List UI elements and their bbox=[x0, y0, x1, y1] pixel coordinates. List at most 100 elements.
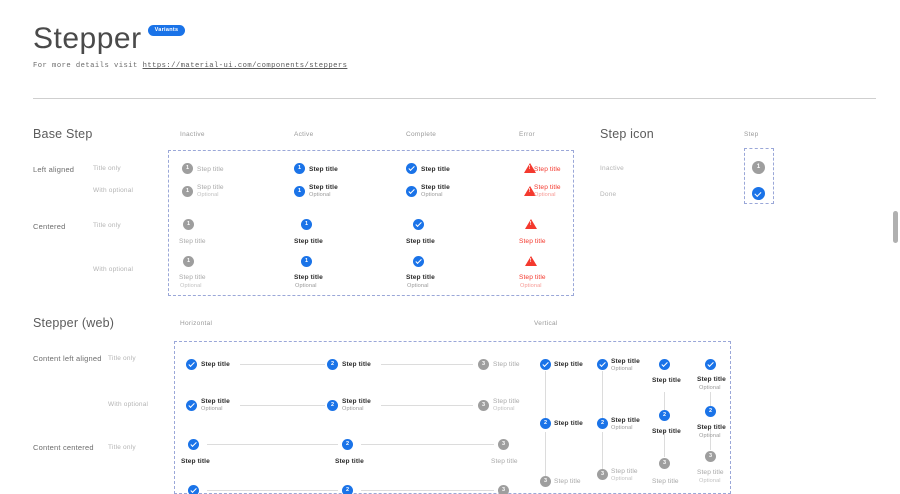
step-icon-done[interactable] bbox=[659, 359, 670, 370]
step-icon-active[interactable]: 1 bbox=[301, 219, 312, 230]
step-icon-inactive[interactable]: 3 bbox=[659, 458, 670, 469]
step-title: Step title bbox=[309, 184, 338, 191]
step-icon-error[interactable] bbox=[524, 163, 536, 173]
step-title: Step title bbox=[294, 274, 323, 281]
step-icon-active[interactable]: 2 bbox=[327, 359, 338, 370]
step-connector bbox=[361, 444, 494, 445]
step-icon-done[interactable] bbox=[540, 359, 551, 370]
step-icon-error[interactable] bbox=[524, 186, 536, 196]
variants-badge: Variants bbox=[147, 25, 186, 36]
step-optional: Optional bbox=[295, 283, 317, 289]
docs-link[interactable]: https://material-ui.com/components/stepp… bbox=[142, 62, 348, 70]
step-title: Step title bbox=[554, 420, 583, 427]
step-connector bbox=[602, 432, 603, 470]
step-icon-inactive[interactable]: 1 bbox=[752, 161, 765, 174]
step-icon-active[interactable]: 2 bbox=[659, 410, 670, 421]
step-icon-inactive[interactable]: 1 bbox=[182, 186, 193, 197]
subtitle-text: For more details visit bbox=[33, 62, 143, 70]
step-icon-active[interactable]: 2 bbox=[342, 439, 353, 450]
sub-label-with-optional-2: With optional bbox=[93, 266, 134, 273]
column-header-error: Error bbox=[519, 131, 535, 138]
step-icon-active[interactable]: 2 bbox=[597, 418, 608, 429]
step-connector bbox=[240, 364, 325, 365]
step-connector bbox=[361, 490, 494, 491]
step-icon-active[interactable]: 2 bbox=[342, 485, 353, 494]
row-label-icon-done: Done bbox=[600, 191, 617, 198]
step-icon-inactive[interactable]: 3 bbox=[540, 476, 551, 487]
step-icon-done[interactable] bbox=[752, 187, 765, 200]
step-icon-active[interactable]: 2 bbox=[705, 406, 716, 417]
section-title-base-step: Base Step bbox=[33, 127, 93, 141]
step-title: Step title bbox=[179, 274, 206, 281]
step-title: Step title bbox=[309, 166, 338, 173]
column-header-vertical: Vertical bbox=[534, 320, 558, 327]
header-divider bbox=[33, 98, 876, 99]
column-header-step: Step bbox=[744, 131, 759, 138]
step-icon-active[interactable]: 1 bbox=[294, 163, 305, 174]
step-icon-inactive[interactable]: 3 bbox=[597, 469, 608, 480]
sub-label-title-only-4: Title only bbox=[108, 444, 136, 451]
step-title: Step title bbox=[534, 184, 561, 191]
step-icon-done[interactable] bbox=[188, 485, 199, 494]
step-title: Step title bbox=[197, 166, 224, 173]
step-icon-done[interactable] bbox=[413, 256, 424, 267]
step-icon-done[interactable] bbox=[186, 359, 197, 370]
step-icon-active[interactable]: 2 bbox=[540, 418, 551, 429]
sub-label-title-only-3: Title only bbox=[108, 355, 136, 362]
row-label-content-left-aligned: Content left aligned bbox=[33, 354, 102, 363]
step-icon-inactive[interactable]: 1 bbox=[182, 163, 193, 174]
step-optional: Optional bbox=[407, 283, 429, 289]
step-title: Step title bbox=[342, 361, 371, 368]
step-title: Step title bbox=[652, 377, 681, 384]
step-optional: Optional bbox=[201, 406, 223, 412]
step-title: Step title bbox=[421, 166, 450, 173]
scrollbar-thumb[interactable] bbox=[893, 211, 898, 243]
step-icon-done[interactable] bbox=[186, 400, 197, 411]
step-icon-inactive[interactable]: 1 bbox=[183, 256, 194, 267]
step-icon-inactive[interactable]: 3 bbox=[705, 451, 716, 462]
step-icon-error[interactable] bbox=[525, 256, 537, 266]
step-title: Step title bbox=[493, 398, 520, 405]
step-title: Step title bbox=[611, 417, 640, 424]
step-title: Step title bbox=[652, 478, 679, 485]
step-icon-done[interactable] bbox=[406, 186, 417, 197]
step-title: Step title bbox=[406, 238, 435, 245]
step-title: Step title bbox=[519, 238, 546, 245]
step-title: Step title bbox=[179, 238, 206, 245]
step-icon-inactive[interactable]: 1 bbox=[183, 219, 194, 230]
step-title: Step title bbox=[554, 361, 583, 368]
step-icon-inactive[interactable]: 3 bbox=[498, 485, 509, 494]
step-optional: Optional bbox=[534, 192, 556, 198]
step-icon-done[interactable] bbox=[705, 359, 716, 370]
step-connector bbox=[381, 364, 473, 365]
step-title: Step title bbox=[342, 398, 371, 405]
step-icon-active[interactable]: 2 bbox=[327, 400, 338, 411]
step-icon-inactive[interactable]: 3 bbox=[478, 359, 489, 370]
step-title: Step title bbox=[611, 358, 640, 365]
scrollbar-track[interactable] bbox=[891, 0, 900, 494]
step-connector bbox=[207, 490, 338, 491]
step-icon-inactive[interactable]: 3 bbox=[498, 439, 509, 450]
step-optional: Optional bbox=[493, 406, 515, 412]
step-optional: Optional bbox=[520, 283, 542, 289]
step-optional: Optional bbox=[309, 192, 331, 198]
step-icon-done[interactable] bbox=[188, 439, 199, 450]
column-header-inactive: Inactive bbox=[180, 131, 205, 138]
step-icon-active[interactable]: 1 bbox=[294, 186, 305, 197]
column-header-active: Active bbox=[294, 131, 314, 138]
step-optional: Optional bbox=[342, 406, 364, 412]
step-title: Step title bbox=[652, 428, 681, 435]
step-title: Step title bbox=[421, 184, 450, 191]
step-icon-inactive[interactable]: 3 bbox=[478, 400, 489, 411]
sub-label-title-only-2: Title only bbox=[93, 222, 121, 229]
step-connector bbox=[545, 371, 546, 419]
step-icon-done[interactable] bbox=[413, 219, 424, 230]
step-icon-done[interactable] bbox=[406, 163, 417, 174]
step-optional: Optional bbox=[699, 433, 721, 439]
step-icon-error[interactable] bbox=[525, 219, 537, 229]
step-title: Step title bbox=[491, 458, 518, 465]
step-optional: Optional bbox=[611, 425, 633, 431]
step-icon-done[interactable] bbox=[597, 359, 608, 370]
step-optional: Optional bbox=[699, 478, 721, 484]
step-icon-active[interactable]: 1 bbox=[301, 256, 312, 267]
